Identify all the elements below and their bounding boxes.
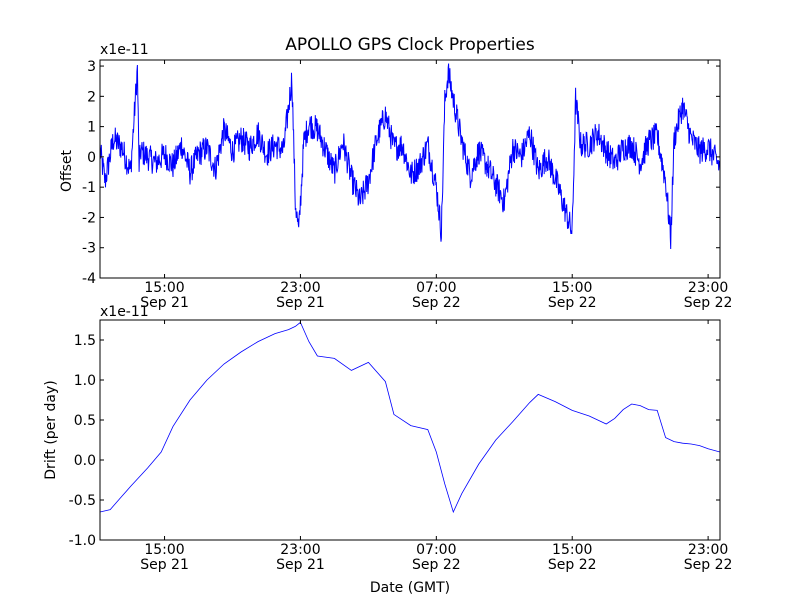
offset-y-tick-label: -4 [82, 271, 96, 287]
offset-x-tick-date: Sep 21 [140, 295, 189, 311]
drift-y-tick-label: 1.5 [74, 333, 96, 349]
offset-y-tick-label: -3 [82, 241, 96, 257]
drift-x-tick-date: Sep 22 [684, 557, 733, 573]
drift-series-line [100, 321, 720, 514]
drift-x-tick-time: 15:00 [552, 542, 592, 558]
drift-axis-label: Drift (per day) [43, 380, 59, 479]
x-axis-label: Date (GMT) [370, 580, 450, 596]
offset-x-tick-date: Sep 21 [276, 295, 325, 311]
offset-series-line [100, 63, 720, 250]
drift-y-tick-label: -0.5 [69, 493, 96, 509]
offset-plot-frame [99, 59, 721, 279]
offset-y-tick-label: 3 [87, 59, 96, 75]
drift-x-tick-time: 07:00 [416, 542, 456, 558]
drift-y-tick-label: 1.0 [74, 373, 96, 389]
drift-x-tick-time: 23:00 [688, 542, 728, 558]
offset-x-tick-time: 23:00 [280, 280, 320, 296]
drift-y-tick-label: 0.5 [74, 413, 96, 429]
offset-x-tick-time: 15:00 [144, 280, 184, 296]
offset-x-tick-time: 15:00 [552, 280, 592, 296]
offset-y-tick-label: 2 [87, 89, 96, 105]
drift-x-tick-date: Sep 22 [412, 557, 461, 573]
offset-x-tick-date: Sep 22 [412, 295, 461, 311]
offset-x-tick-date: Sep 22 [684, 295, 733, 311]
drift-plot-frame [99, 319, 721, 541]
drift-scale-label: x1e-11 [100, 304, 149, 320]
offset-y-tick-label: 1 [87, 120, 96, 136]
drift-x-tick-time: 15:00 [144, 542, 184, 558]
offset-x-tick-date: Sep 22 [548, 295, 597, 311]
drift-x-tick-date: Sep 21 [276, 557, 325, 573]
drift-x-tick-date: Sep 22 [548, 557, 597, 573]
offset-scale-label: x1e-11 [100, 42, 149, 58]
figure-title: APOLLO GPS Clock Properties [285, 35, 535, 55]
offset-y-tick-label: -1 [82, 180, 96, 196]
offset-axis-label: Offset [59, 149, 75, 192]
drift-y-tick-label: 0.0 [74, 453, 96, 469]
offset-y-tick-label: -2 [82, 210, 96, 226]
drift-panel: x1e-11 Drift (per day) -1.0 -0.5 0.0 0.5 1.0… [43, 304, 732, 573]
drift-x-tick-date: Sep 21 [140, 557, 189, 573]
drift-x-tick-time: 23:00 [280, 542, 320, 558]
drift-y-tick-label: -1.0 [69, 533, 96, 549]
offset-x-tick-time: 23:00 [688, 280, 728, 296]
offset-x-tick-time: 07:00 [416, 280, 456, 296]
offset-y-tick-label: 0 [87, 150, 96, 166]
